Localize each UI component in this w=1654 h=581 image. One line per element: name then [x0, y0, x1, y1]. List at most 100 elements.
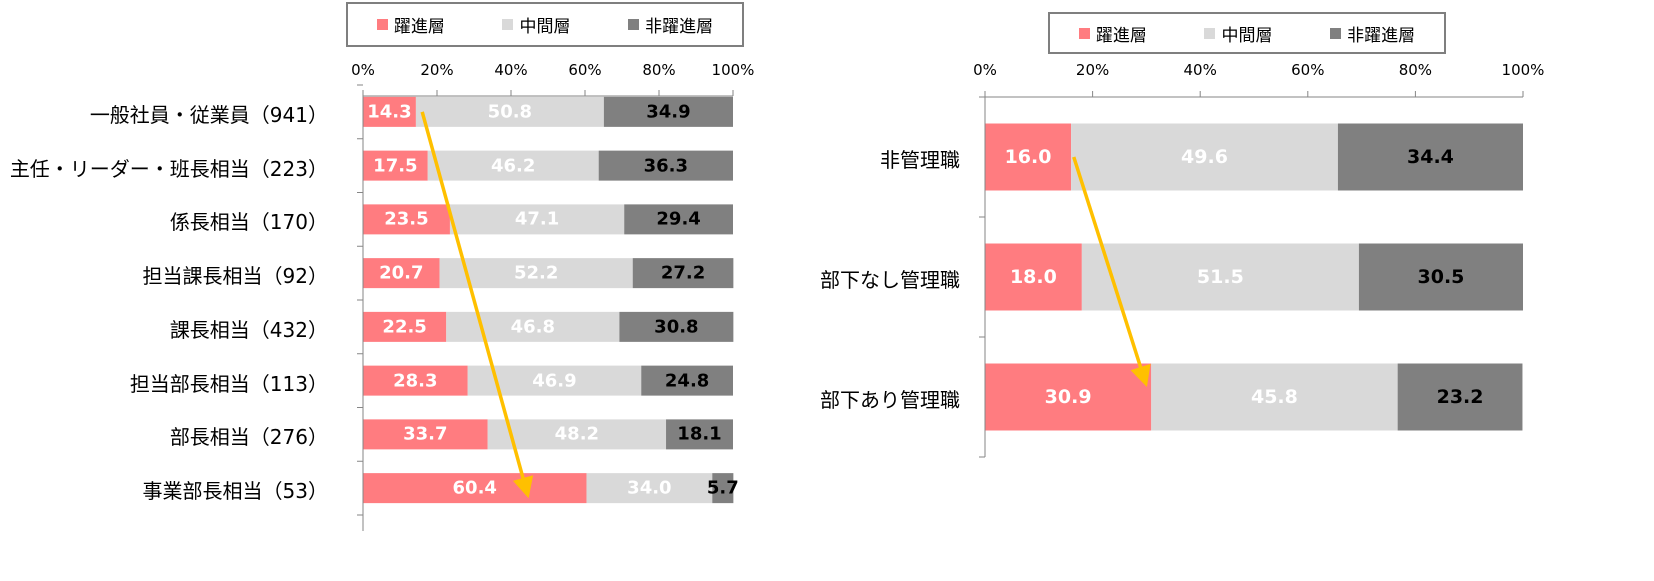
bar-value-label: 34.0: [627, 477, 672, 499]
category-label: 主任・リーダー・班長相当（223）: [9, 156, 328, 181]
legend-item-non-advance: 非躍進層: [1330, 21, 1415, 46]
bar-value-label: 34.9: [646, 101, 691, 123]
category-label: 部下あり管理職: [820, 388, 960, 412]
bar-value-label: 17.5: [373, 155, 418, 177]
legend-item-middle: 中間層: [502, 12, 570, 37]
bar-value-label: 30.8: [654, 316, 699, 338]
category-label: 係長相当（170）: [169, 210, 328, 235]
bar-value-label: 5.7: [706, 477, 739, 499]
legend-label-advance: 躍進層: [393, 17, 445, 37]
legend-item-middle: 中間層: [1204, 21, 1272, 46]
category-label: 担当課長相当（92）: [142, 264, 328, 289]
legend-item-advance: 躍進層: [376, 12, 445, 37]
x-tick-label: 40%: [494, 61, 528, 79]
bar-segment: [415, 96, 604, 127]
x-tick-label: 80%: [642, 61, 676, 79]
legend-swatch-middle: [502, 19, 514, 30]
bar-segment: [363, 204, 450, 235]
legend-left: 躍進層 中間層 非躍進層: [346, 2, 744, 47]
bar-value-label: 36.3: [643, 155, 689, 177]
bar-segment: [985, 123, 1072, 191]
bar-segment: [586, 473, 713, 504]
legend-right: 躍進層 中間層 非躍進層: [1048, 12, 1446, 54]
x-tick-label: 100%: [711, 61, 755, 79]
bar-value-label: 24.8: [664, 370, 710, 392]
bar-segment: [641, 365, 733, 396]
bar-segment: [363, 258, 440, 289]
legend-item-advance: 躍進層: [1078, 21, 1147, 46]
bar-segment: [603, 96, 733, 127]
bar-value-label: 46.8: [510, 316, 556, 338]
bar-value-label: 46.9: [532, 370, 577, 392]
bar-value-label: 52.2: [513, 262, 559, 284]
x-tick-label: 40%: [1183, 61, 1217, 79]
bar-segment: [446, 311, 620, 342]
bar-value-label: 50.8: [487, 101, 533, 123]
bar-segment: [427, 150, 599, 181]
bar-segment: [363, 419, 488, 450]
bar-segment: [1081, 243, 1359, 311]
bar-segment: [1151, 363, 1398, 431]
bar-segment: [624, 204, 733, 235]
legend-label-middle: 中間層: [1221, 25, 1273, 46]
bar-segment: [1358, 243, 1523, 311]
bar-segment: [985, 363, 1152, 431]
bar-segment: [363, 96, 416, 127]
bar-value-label: 23.2: [1436, 386, 1484, 408]
legend-label-advance: 躍進層: [1095, 25, 1147, 46]
trend-arrow: [420, 111, 534, 499]
bar-value-label: 18.1: [677, 423, 722, 445]
bar-value-label: 60.4: [452, 477, 497, 499]
bar-segment: [487, 419, 667, 450]
legend-label-non-advance: 非躍進層: [1347, 25, 1416, 46]
x-tick-label: 80%: [1398, 61, 1433, 79]
bar-value-label: 20.7: [379, 262, 424, 284]
bar-segment: [363, 150, 428, 181]
legend-swatch-advance: [376, 19, 388, 30]
bar-segment: [619, 311, 734, 342]
bar-segment: [363, 473, 587, 504]
bar-value-label: 27.2: [660, 262, 706, 284]
bar-value-label: 18.0: [1009, 266, 1057, 288]
category-label: 課長相当（432）: [169, 317, 328, 342]
bar-value-label: 34.4: [1407, 146, 1454, 168]
bar-value-label: 46.2: [491, 155, 536, 177]
bar-value-label: 30.5: [1417, 266, 1465, 288]
bar-value-label: 29.4: [656, 208, 701, 230]
bar-segment: [666, 419, 733, 450]
bar-segment: [632, 258, 734, 289]
x-tick-label: 60%: [1291, 61, 1325, 79]
bar-value-label: 33.7: [403, 423, 448, 445]
bar-value-label: 45.8: [1250, 386, 1298, 408]
bar-value-label: 16.0: [1004, 146, 1052, 168]
bar-value-label: 30.9: [1044, 386, 1092, 408]
legend-swatch-advance: [1078, 27, 1090, 39]
category-label: 部長相当（276）: [169, 425, 328, 450]
bar-segment: [363, 365, 468, 396]
bar-segment: [1337, 123, 1523, 191]
bar-segment: [985, 243, 1082, 311]
x-tick-label: 20%: [420, 61, 454, 79]
category-label: 部下なし管理職: [820, 268, 960, 292]
x-tick-label: 0%: [973, 61, 997, 79]
category-label: 一般社員・従業員（941）: [89, 102, 328, 127]
x-tick-label: 20%: [1075, 61, 1110, 79]
bar-value-label: 47.1: [514, 208, 560, 230]
bar-segment: [712, 473, 734, 504]
category-label: 非管理職: [880, 148, 960, 172]
bar-value-label: 48.2: [554, 423, 600, 445]
bar-value-label: 51.5: [1196, 266, 1244, 288]
legend-label-non-advance: 非躍進層: [645, 17, 714, 37]
bar-value-label: 22.5: [382, 316, 427, 338]
legend-swatch-middle: [1204, 27, 1216, 39]
legend-label-middle: 中間層: [519, 17, 571, 37]
bar-value-label: 49.6: [1181, 146, 1228, 168]
bar-segment: [598, 150, 733, 181]
legend-swatch-non-advance: [1330, 27, 1342, 39]
bar-value-label: 14.3: [367, 101, 412, 123]
bar-segment: [363, 311, 447, 342]
bar-segment: [439, 258, 633, 289]
legend-swatch-non-advance: [628, 19, 640, 30]
trend-arrow: [1072, 156, 1151, 388]
